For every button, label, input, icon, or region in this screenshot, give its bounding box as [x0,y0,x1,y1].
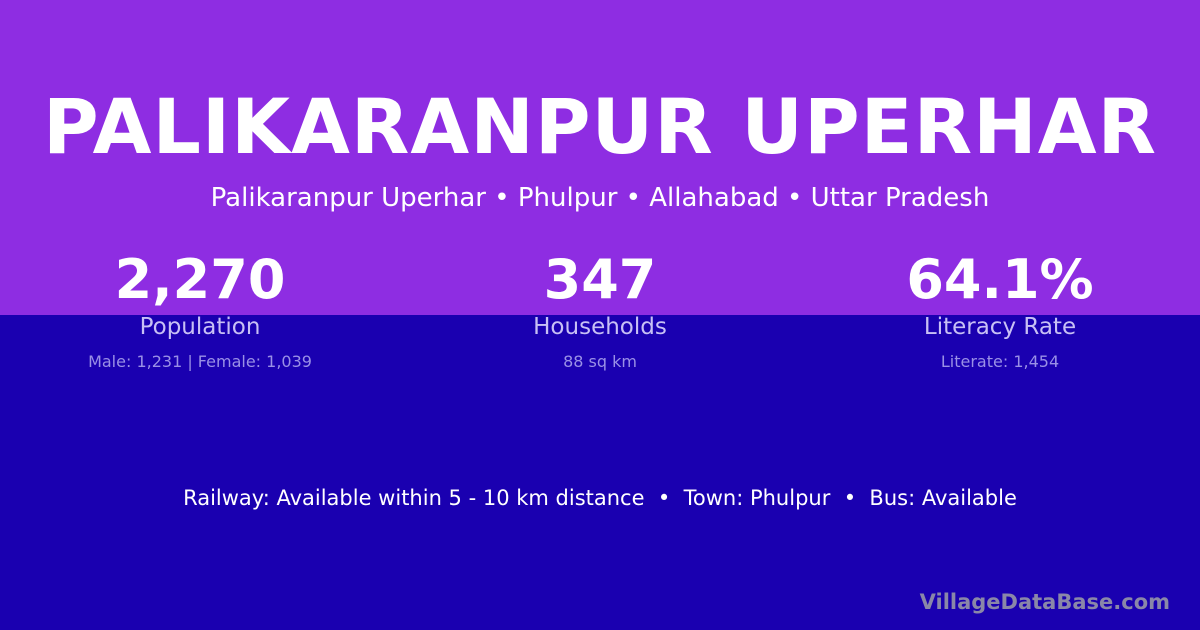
stat-label: Population [139,314,261,340]
stat-label: Literacy Rate [923,314,1077,340]
stat-detail: Literate: 1,454 [940,352,1060,371]
body-band [0,315,1200,630]
stat-literacy: 64.1% Literacy Rate Literate: 1,454 [800,248,1200,372]
stat-value: 2,270 [114,248,286,311]
page-title: PALIKARANPUR UPERHAR [42,82,1158,171]
facilities-line: Railway: Available within 5 - 10 km dist… [183,486,1017,510]
stat-households: 347 Households 88 sq km [400,248,800,372]
stat-population: 2,270 Population Male: 1,231 | Female: 1… [0,248,400,372]
stat-detail: 88 sq km [563,352,637,371]
stat-value: 347 [543,248,657,311]
location-breadcrumb: Palikaranpur Uperhar • Phulpur • Allahab… [210,183,990,213]
watermark-logo: VillageDataBase.com [919,590,1170,614]
header-band [0,0,1200,315]
stat-label: Households [533,314,667,340]
stat-value: 64.1% [906,248,1094,311]
stat-detail: Male: 1,231 | Female: 1,039 [88,352,312,371]
